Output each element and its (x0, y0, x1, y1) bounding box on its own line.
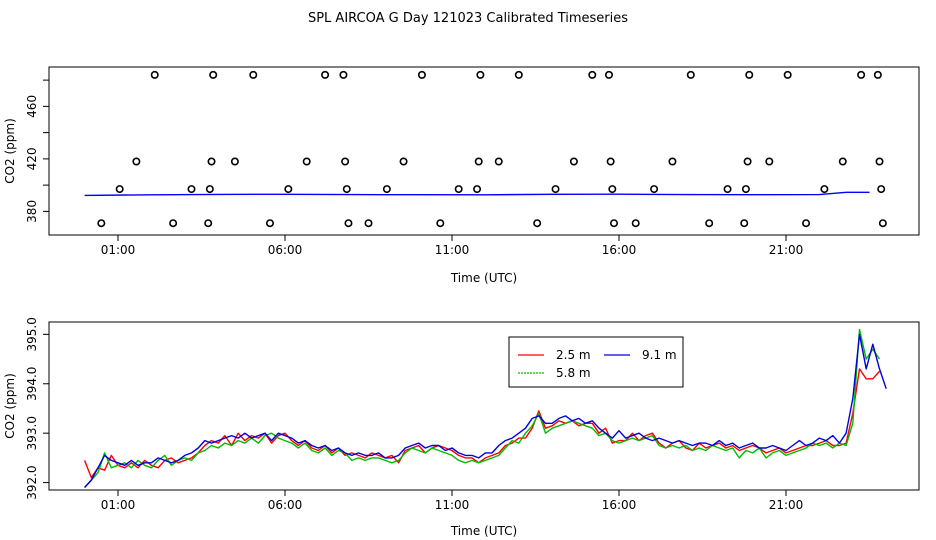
top-circle-marker (284, 185, 293, 194)
top-circle-marker (97, 219, 106, 228)
top-circle-marker (609, 219, 618, 228)
top-circle-marker (169, 219, 178, 228)
top-circle-marker (204, 219, 213, 228)
top-circle-marker (820, 185, 829, 194)
top-circle-marker (604, 70, 613, 79)
top-circle-marker (341, 157, 350, 166)
top-x-tick-label: 01:00 (101, 243, 136, 257)
top-circle-marker (265, 219, 274, 228)
bottom-y-axis-label: CO2 (ppm) (3, 373, 17, 439)
top-x-tick-label: 21:00 (769, 243, 804, 257)
top-plot-frame (48, 66, 920, 236)
top-y-tick-label: 420 (25, 147, 39, 170)
top-circle-marker (765, 157, 774, 166)
top-circle-marker (342, 185, 351, 194)
top-circle-marker (877, 185, 886, 194)
top-circle-marker (668, 157, 677, 166)
top-y-axis-label: CO2 (ppm) (3, 118, 17, 184)
legend-box (508, 336, 684, 388)
top-circle-marker (382, 185, 391, 194)
bottom-x-tick-label: 21:00 (769, 498, 804, 512)
top-circle-marker (802, 219, 811, 228)
top-circle-marker (838, 157, 847, 166)
top-circle-marker (740, 219, 749, 228)
top-x-tick-label: 11:00 (435, 243, 470, 257)
top-circle-marker (551, 185, 560, 194)
top-circle-marker (494, 157, 503, 166)
top-x-tick-label: 06:00 (268, 243, 303, 257)
top-circle-marker (878, 219, 887, 228)
top-circle-marker (741, 185, 750, 194)
top-marks-layer (84, 70, 887, 228)
top-circle-marker (650, 185, 659, 194)
top-circle-marker (302, 157, 311, 166)
top-circle-marker (205, 185, 214, 194)
top-circle-marker (533, 219, 542, 228)
top-circle-marker (364, 219, 373, 228)
legend: 2.5 m 5.8 m 9.1 m (508, 336, 684, 388)
top-circle-marker (417, 70, 426, 79)
top-y-tick-label: 460 (25, 95, 39, 118)
top-circle-marker (474, 157, 483, 166)
top-circle-marker (230, 157, 239, 166)
top-panel: 01:00 06:00 11:00 16:00 21:00 380 420 460 Time … (3, 66, 920, 285)
page-title: SPL AIRCOA G Day 121023 Calibrated Times… (308, 11, 628, 26)
top-circle-marker (743, 157, 752, 166)
top-circle-marker (344, 219, 353, 228)
top-circle-marker (209, 70, 218, 79)
bottom-y-tick-label: 392.0 (25, 465, 39, 499)
bottom-plot-frame (48, 321, 920, 491)
legend-label-5-8m: 5.8 m (556, 366, 591, 380)
top-circle-marker (473, 185, 482, 194)
top-circle-marker (399, 157, 408, 166)
top-circle-marker (686, 70, 695, 79)
top-circle-marker (588, 70, 597, 79)
bottom-x-tick-label: 16:00 (602, 498, 637, 512)
legend-label-9-1m: 9.1 m (642, 348, 677, 362)
top-circle-marker (631, 219, 640, 228)
top-circle-marker (339, 70, 348, 79)
top-circle-marker (514, 70, 523, 79)
top-circle-marker (608, 185, 617, 194)
top-circle-marker (249, 70, 258, 79)
bottom-panel: 01:00 06:00 11:00 16:00 21:00 392.0 393.0 394.0… (3, 317, 920, 538)
top-y-tick-label: 380 (25, 200, 39, 223)
top-circle-marker (150, 70, 159, 79)
top-axes-layer: 01:00 06:00 11:00 16:00 21:00 380 420 460 (25, 79, 804, 257)
legend-label-2-5m: 2.5 m (556, 348, 591, 362)
bottom-marks-layer (83, 328, 887, 488)
top-x-tick-label: 16:00 (602, 243, 637, 257)
top-circle-marker (476, 70, 485, 79)
bottom-x-axis-label: Time (UTC) (450, 524, 517, 538)
bottom-x-tick-label: 11:00 (435, 498, 470, 512)
top-series-line-0 (84, 191, 870, 197)
top-circle-marker (873, 70, 882, 79)
bottom-y-tick-label: 393.0 (25, 416, 39, 450)
top-x-axis-label: Time (UTC) (450, 271, 517, 285)
top-circle-marker (187, 185, 196, 194)
top-circle-marker (207, 157, 216, 166)
top-circle-marker (569, 157, 578, 166)
top-circle-marker (857, 70, 866, 79)
bottom-x-tick-label: 06:00 (268, 498, 303, 512)
top-circle-marker (454, 185, 463, 194)
top-circle-marker (745, 70, 754, 79)
top-circle-marker (606, 157, 615, 166)
top-circle-marker (321, 70, 330, 79)
bottom-series-line-9-1-m (84, 333, 887, 488)
bottom-series-line-2-5-m (83, 368, 881, 479)
bottom-y-tick-label: 394.0 (25, 367, 39, 401)
top-circle-marker (115, 185, 124, 194)
top-circle-marker (783, 70, 792, 79)
bottom-x-tick-label: 01:00 (101, 498, 136, 512)
top-circle-marker (705, 219, 714, 228)
top-circle-marker (436, 219, 445, 228)
top-circle-marker (875, 157, 884, 166)
bottom-series-line-5-8-m (84, 328, 881, 488)
top-circle-marker (132, 157, 141, 166)
top-circle-marker (723, 185, 732, 194)
bottom-axes-layer: 01:00 06:00 11:00 16:00 21:00 392.0 393.0 394.0… (25, 317, 803, 512)
bottom-y-tick-label: 395.0 (25, 317, 39, 351)
